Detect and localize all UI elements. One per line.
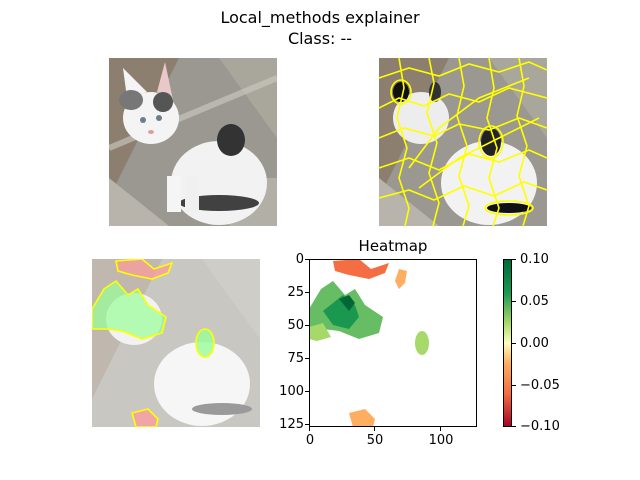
heatmap-ytick: 75 [287, 351, 304, 366]
colorbar-tick: −0.05 [520, 378, 560, 393]
colorbar-tick: 0.10 [520, 252, 549, 267]
overlay-panel [92, 259, 260, 427]
heatmap-ytick: 25 [287, 285, 304, 300]
heatmap-ytick: 125 [279, 417, 304, 432]
heatmap-ytick: 50 [287, 318, 304, 333]
superpixel-boundaries [379, 58, 547, 226]
heatmap-xtick: 0 [305, 433, 315, 448]
heatmap-panel [305, 259, 477, 431]
superpixel-image [379, 58, 547, 226]
original-image-panel [109, 58, 277, 226]
heatmap-xtick: 50 [366, 433, 384, 448]
colorbar-tick: 0.05 [520, 294, 549, 309]
figure-title: Local_methods explainer [220, 8, 420, 27]
colorbar-panel [503, 259, 516, 427]
heatmap-xtick: 100 [428, 433, 454, 448]
original-cat-image [109, 58, 277, 226]
figure-subtitle: Class: -- [287, 29, 353, 48]
superpixel-panel [379, 58, 547, 226]
heatmap-ytick: 0 [295, 252, 304, 267]
colorbar-tick: −0.10 [520, 419, 560, 434]
heatmap-plot [309, 259, 477, 427]
heatmap-title: Heatmap [358, 237, 428, 255]
colorbar-tick: 0.00 [520, 336, 549, 351]
overlay-image [92, 259, 260, 427]
heatmap-ytick: 100 [279, 384, 304, 399]
colorbar [503, 259, 512, 427]
